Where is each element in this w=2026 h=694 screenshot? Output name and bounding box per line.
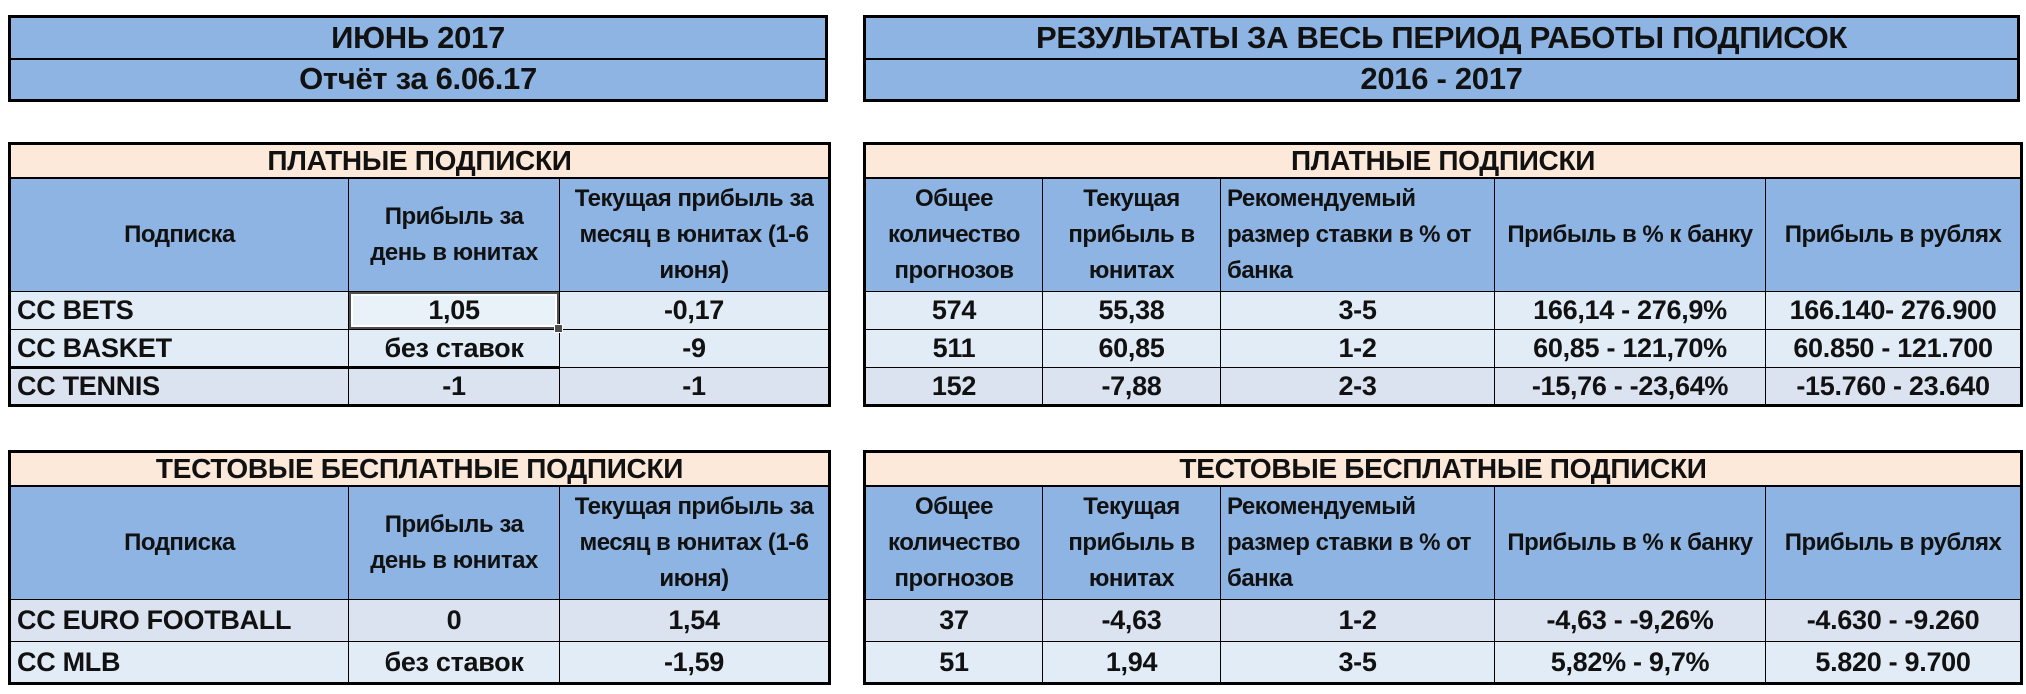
table-row: 51 1,94 3-5 5,82% - 9,7% 5.820 - 9.700 <box>864 641 2022 684</box>
table-row: 574 55,38 3-5 166,14 - 276,9% 166.140- 2… <box>864 291 2023 330</box>
value-cell[interactable]: 37 <box>864 599 1043 642</box>
daily-paid-table: ПЛАТНЫЕ ПОДПИСКИ Подписка Прибыль за ден… <box>8 142 831 407</box>
value-cell[interactable]: 0 <box>348 599 560 642</box>
col-header-current-profit-units[interactable]: Текущая прибыль в юнитах <box>1042 485 1221 600</box>
table-title[interactable]: ПЛАТНЫЕ ПОДПИСКИ <box>9 143 830 179</box>
subscription-name-cell[interactable]: CC BASKET <box>9 329 349 369</box>
value-cell[interactable]: 166.140- 276.900 <box>1764 291 2023 330</box>
table-title-row: ТЕСТОВЫЕ БЕСПЛАТНЫЕ ПОДПИСКИ <box>9 451 830 487</box>
table-title-row: ПЛАТНЫЕ ПОДПИСКИ <box>863 143 2023 179</box>
table-row: 37 -4,63 1-2 -4,63 - -9,26% -4.630 - -9.… <box>864 599 2022 642</box>
table-title-row: ТЕСТОВЫЕ БЕСПЛАТНЫЕ ПОДПИСКИ <box>864 451 2022 487</box>
table-header-row: Общее количество прогнозов Текущая прибы… <box>864 177 2023 292</box>
value-cell[interactable]: -15.760 - 23.640 <box>1764 367 2023 406</box>
month-header: ИЮНЬ 2017 Отчёт за 6.06.17 <box>8 15 828 102</box>
col-header-daily-profit[interactable]: Прибыль за день в юнитах <box>348 485 560 600</box>
value-cell[interactable]: 3-5 <box>1220 291 1495 330</box>
value-cell[interactable]: -4,63 - -9,26% <box>1494 599 1766 642</box>
table-row: CC EURO FOOTBALL 0 1,54 <box>9 599 830 642</box>
col-header-month-profit[interactable]: Текущая прибыль за месяц в юнитах (1-6 и… <box>559 485 830 600</box>
results-title-label[interactable]: РЕЗУЛЬТАТЫ ЗА ВЕСЬ ПЕРИОД РАБОТЫ ПОДПИСО… <box>1035 19 1848 55</box>
value-cell[interactable]: 60,85 <box>1042 329 1221 368</box>
value-cell[interactable]: -7,88 <box>1042 367 1221 406</box>
selected-value-cell[interactable]: 1,05 <box>348 291 563 333</box>
value-cell[interactable]: -1 <box>559 367 830 406</box>
value-cell[interactable]: -1,59 <box>559 641 830 684</box>
fill-handle[interactable] <box>554 324 563 333</box>
value-cell[interactable]: 1-2 <box>1220 599 1495 642</box>
table-header-row: Подписка Прибыль за день в юнитах Текуща… <box>9 485 830 600</box>
value-cell[interactable]: -4.630 - -9.260 <box>1765 599 2022 642</box>
value-cell[interactable]: без ставок <box>348 329 560 369</box>
value-cell[interactable]: 5,82% - 9,7% <box>1494 641 1766 684</box>
value-cell[interactable]: 60,85 - 121,70% <box>1494 329 1766 368</box>
col-header-subscription[interactable]: Подписка <box>9 485 349 600</box>
value-cell[interactable]: 55,38 <box>1042 291 1221 330</box>
subscription-name-cell[interactable]: CC EURO FOOTBALL <box>9 599 349 642</box>
subscription-name-cell[interactable]: CC TENNIS <box>9 367 349 406</box>
value-cell[interactable]: 3-5 <box>1220 641 1495 684</box>
table-title[interactable]: ТЕСТОВЫЕ БЕСПЛАТНЫЕ ПОДПИСКИ <box>864 451 2022 487</box>
value-cell[interactable]: 152 <box>864 367 1043 406</box>
value-cell[interactable]: -9 <box>559 329 830 368</box>
value-cell[interactable]: 1,94 <box>1042 641 1221 684</box>
value-cell[interactable]: 5.820 - 9.700 <box>1765 641 2022 684</box>
report-date-label[interactable]: Отчёт за 6.06.17 <box>11 57 825 100</box>
value-cell[interactable]: -1 <box>348 367 560 406</box>
col-header-current-profit-units[interactable]: Текущая прибыль в юнитах <box>1042 177 1221 292</box>
value-cell[interactable]: -4,63 <box>1042 599 1221 642</box>
overall-test-table: ТЕСТОВЫЕ БЕСПЛАТНЫЕ ПОДПИСКИ Общее колич… <box>863 450 2023 685</box>
col-header-total-predictions[interactable]: Общее количество прогнозов <box>864 177 1043 292</box>
value-cell[interactable]: 2-3 <box>1220 367 1495 406</box>
col-header-profit-percent-bank[interactable]: Прибыль в % к банку <box>1494 485 1766 600</box>
table-row: 152 -7,88 2-3 -15,76 - -23,64% -15.760 -… <box>864 367 2023 406</box>
table-row: CC BASKET без ставок -9 <box>9 329 830 369</box>
col-header-profit-rubles[interactable]: Прибыль в рублях <box>1764 177 2023 292</box>
col-header-total-predictions[interactable]: Общее количество прогнозов <box>864 485 1043 600</box>
table-row: CC MLB без ставок -1,59 <box>9 641 830 684</box>
col-header-subscription[interactable]: Подписка <box>9 177 349 292</box>
table-row: CC TENNIS -1 -1 <box>9 367 830 406</box>
value-cell[interactable]: 1,54 <box>559 599 830 642</box>
value-cell[interactable]: 1-2 <box>1220 329 1495 368</box>
selected-cell-value: 1,05 <box>428 295 480 325</box>
subscription-name-cell[interactable]: CC MLB <box>9 641 349 684</box>
subscription-name-cell[interactable]: CC BETS <box>9 291 349 330</box>
value-cell[interactable]: 574 <box>864 291 1043 330</box>
value-cell[interactable]: 51 <box>864 641 1043 684</box>
table-title[interactable]: ПЛАТНЫЕ ПОДПИСКИ <box>863 143 2023 179</box>
value-cell[interactable]: -15,76 - -23,64% <box>1494 367 1766 406</box>
col-header-recommended-stake[interactable]: Рекомендуемый размер ставки в % от банка <box>1220 177 1495 292</box>
daily-test-table: ТЕСТОВЫЕ БЕСПЛАТНЫЕ ПОДПИСКИ Подписка Пр… <box>8 450 831 685</box>
col-header-profit-percent-bank[interactable]: Прибыль в % к банку <box>1494 177 1766 292</box>
table-title-row: ПЛАТНЫЕ ПОДПИСКИ <box>9 143 830 179</box>
col-header-recommended-stake[interactable]: Рекомендуемый размер ставки в % от банка <box>1220 485 1495 600</box>
col-header-month-profit[interactable]: Текущая прибыль за месяц в юнитах (1-6 и… <box>559 177 830 292</box>
results-header: РЕЗУЛЬТАТЫ ЗА ВЕСЬ ПЕРИОД РАБОТЫ ПОДПИСО… <box>863 15 2020 102</box>
table-row: CC BETS 1,05 -0,17 <box>9 291 830 333</box>
value-cell[interactable]: -0,17 <box>559 291 830 330</box>
results-years-label[interactable]: 2016 - 2017 <box>866 57 2017 100</box>
value-cell[interactable]: 60.850 - 121.700 <box>1764 329 2023 368</box>
table-header-row: Подписка Прибыль за день в юнитах Текуща… <box>9 177 830 292</box>
overall-paid-table: ПЛАТНЫЕ ПОДПИСКИ Общее количество прогно… <box>863 142 2024 407</box>
table-header-row: Общее количество прогнозов Текущая прибы… <box>864 485 2022 600</box>
value-cell[interactable]: без ставок <box>348 641 560 684</box>
table-row: 511 60,85 1-2 60,85 - 121,70% 60.850 - 1… <box>864 329 2023 368</box>
value-cell[interactable]: 511 <box>864 329 1043 368</box>
month-label[interactable]: ИЮНЬ 2017 <box>331 19 505 55</box>
table-title[interactable]: ТЕСТОВЫЕ БЕСПЛАТНЫЕ ПОДПИСКИ <box>9 451 830 487</box>
col-header-profit-rubles[interactable]: Прибыль в рублях <box>1765 485 2022 600</box>
col-header-daily-profit[interactable]: Прибыль за день в юнитах <box>348 177 560 292</box>
value-cell[interactable]: 166,14 - 276,9% <box>1494 291 1766 330</box>
